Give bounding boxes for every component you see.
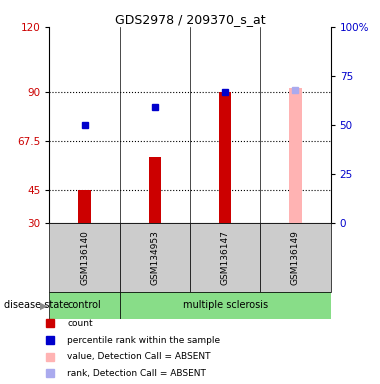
Bar — [49, 223, 120, 292]
Bar — [190, 223, 260, 292]
Bar — [78, 190, 91, 223]
Text: multiple sclerosis: multiple sclerosis — [182, 300, 268, 310]
Text: disease state: disease state — [4, 300, 69, 310]
Text: GSM136149: GSM136149 — [291, 230, 300, 285]
Bar — [120, 223, 190, 292]
Bar — [149, 157, 161, 223]
Text: GSM136147: GSM136147 — [221, 230, 230, 285]
Text: count: count — [67, 319, 93, 328]
Text: rank, Detection Call = ABSENT: rank, Detection Call = ABSENT — [67, 369, 206, 378]
Text: percentile rank within the sample: percentile rank within the sample — [67, 336, 220, 344]
Text: control: control — [68, 300, 101, 310]
Bar — [219, 92, 231, 223]
Text: ▶: ▶ — [40, 300, 48, 310]
Text: value, Detection Call = ABSENT: value, Detection Call = ABSENT — [67, 352, 211, 361]
Text: GSM134953: GSM134953 — [150, 230, 159, 285]
Bar — [289, 88, 302, 223]
Bar — [260, 223, 331, 292]
Bar — [120, 292, 331, 319]
Title: GDS2978 / 209370_s_at: GDS2978 / 209370_s_at — [115, 13, 265, 26]
Bar — [49, 292, 120, 319]
Text: GSM136140: GSM136140 — [80, 230, 89, 285]
